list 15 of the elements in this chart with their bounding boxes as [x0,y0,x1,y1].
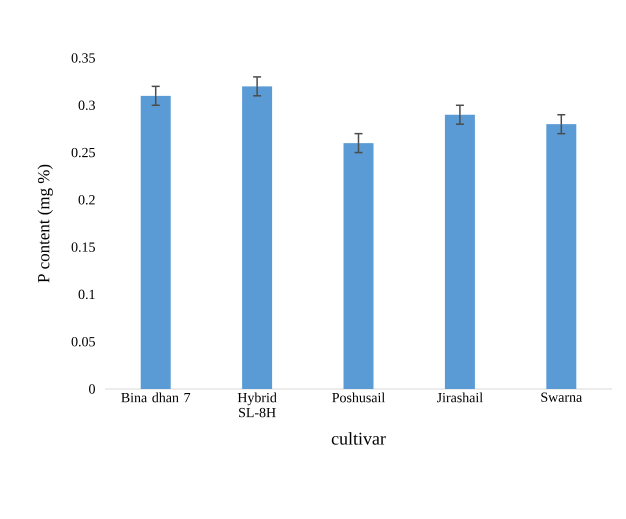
y-tick-label: 0.15 [72,242,95,252]
y-tick-label: 0.3 [78,100,95,110]
x-tick-label: Swarna [541,392,582,402]
y-tick-label: 0.2 [78,195,95,205]
y-axis-title: P content (mg %) [37,164,53,283]
x-tick-label: Bina dhan 7 [121,392,190,402]
y-tick-label: 0 [89,384,95,394]
x-axis-title: cultivar [332,432,386,445]
x-tick-label: Poshusail [332,392,385,402]
y-tick-label: 0.25 [72,148,95,158]
y-tick-label: 0.35 [72,53,95,63]
y-tick-label: 0.05 [72,336,95,346]
y-tick-label: 0.1 [78,290,95,300]
x-tick-label: Hybrid SL-8H [238,392,277,418]
x-tick-label: Jirashail [436,392,483,402]
